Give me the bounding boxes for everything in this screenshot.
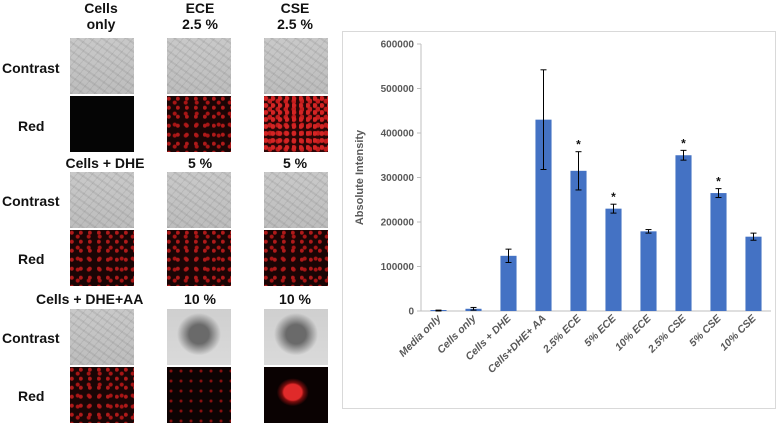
micrograph-red-cells-only	[70, 96, 134, 152]
y-tick-label: 100000	[381, 262, 415, 273]
bar	[500, 255, 517, 311]
micrograph-contrast-cse-10	[264, 309, 328, 365]
y-tick-label: 200000	[381, 218, 415, 229]
bar	[745, 236, 762, 311]
header-ece-line2: 2.5 %	[182, 16, 218, 32]
row-label-contrast-1: Contrast	[2, 60, 60, 76]
header-cells-only-line2: only	[86, 16, 116, 32]
group-label-ece-10: 10 %	[184, 291, 216, 307]
y-axis-title: Absolute Intensity	[354, 129, 366, 225]
y-tick-label: 0	[408, 307, 414, 318]
micrograph-red-ece-5	[167, 230, 231, 286]
bar	[710, 193, 727, 311]
bar-chart-panel: 0 100000 200000 300000 400000 500000 600000 Abs…	[342, 31, 776, 409]
bar	[675, 155, 692, 311]
significance-marker: *	[681, 136, 686, 150]
micrograph-contrast-cells-dhe-aa	[70, 309, 134, 365]
group-label-cells-dhe-aa: Cells + DHE+AA	[36, 291, 144, 307]
row-label-contrast-2: Contrast	[2, 193, 60, 209]
micrograph-contrast-cells-dhe	[70, 172, 134, 228]
group-label-cse-5: 5 %	[282, 155, 308, 171]
micrograph-red-ece-10	[167, 367, 231, 423]
x-tick-label: Media only	[397, 312, 445, 360]
header-cse-line1: CSE	[280, 0, 310, 16]
header-cells-only-line1: Cells	[84, 0, 118, 16]
row-label-red-1: Red	[18, 118, 45, 134]
x-tick-label: 2.5% ECE	[540, 312, 584, 356]
group-label-cells-dhe: Cells + DHE	[65, 155, 145, 171]
bar-chart: 0 100000 200000 300000 400000 500000 600000 Abs…	[354, 40, 771, 376]
significance-marker: *	[576, 138, 581, 152]
y-tick-label: 400000	[381, 129, 415, 140]
row-label-red-2: Red	[18, 251, 45, 267]
row-label-red-3: Red	[18, 388, 45, 404]
micrograph-contrast-cse-2-5	[264, 38, 328, 94]
micrograph-contrast-cse-5	[264, 172, 328, 228]
bar	[640, 231, 657, 311]
micrograph-contrast-ece-5	[167, 172, 231, 228]
micrograph-red-cells-dhe-aa	[70, 367, 134, 423]
significance-marker: *	[716, 175, 721, 189]
bar	[570, 170, 587, 311]
x-tick-label: 10% CSE	[718, 312, 759, 353]
y-tick-label: 300000	[381, 173, 415, 184]
micrograph-contrast-ece-2-5	[167, 38, 231, 94]
micrograph-contrast-ece-10	[167, 309, 231, 365]
y-tick-label: 500000	[381, 84, 415, 95]
significance-marker: *	[611, 190, 616, 204]
micrograph-red-cse-2-5	[264, 96, 328, 152]
micrograph-red-cells-dhe	[70, 230, 134, 286]
header-ece-line1: ECE	[185, 0, 215, 16]
bar	[535, 119, 552, 312]
micrograph-red-cse-10	[264, 367, 328, 423]
group-label-cse-10: 10 %	[279, 291, 311, 307]
header-ece: ECE 2.5 %	[166, 0, 234, 32]
micrograph-red-cse-5	[264, 230, 328, 286]
row-label-contrast-3: Contrast	[2, 330, 60, 346]
y-tick-label: 600000	[381, 40, 415, 51]
micrograph-contrast-cells-only	[70, 38, 134, 94]
micrograph-red-ece-2-5	[167, 96, 231, 152]
bar	[605, 208, 622, 311]
header-cse-line2: 2.5 %	[277, 16, 313, 32]
header-cells-only: Cells only	[66, 0, 136, 32]
x-tick-label: 2.5% CSE	[645, 312, 689, 356]
group-label-ece-5: 5 %	[187, 155, 213, 171]
header-cse: CSE 2.5 %	[261, 0, 329, 32]
